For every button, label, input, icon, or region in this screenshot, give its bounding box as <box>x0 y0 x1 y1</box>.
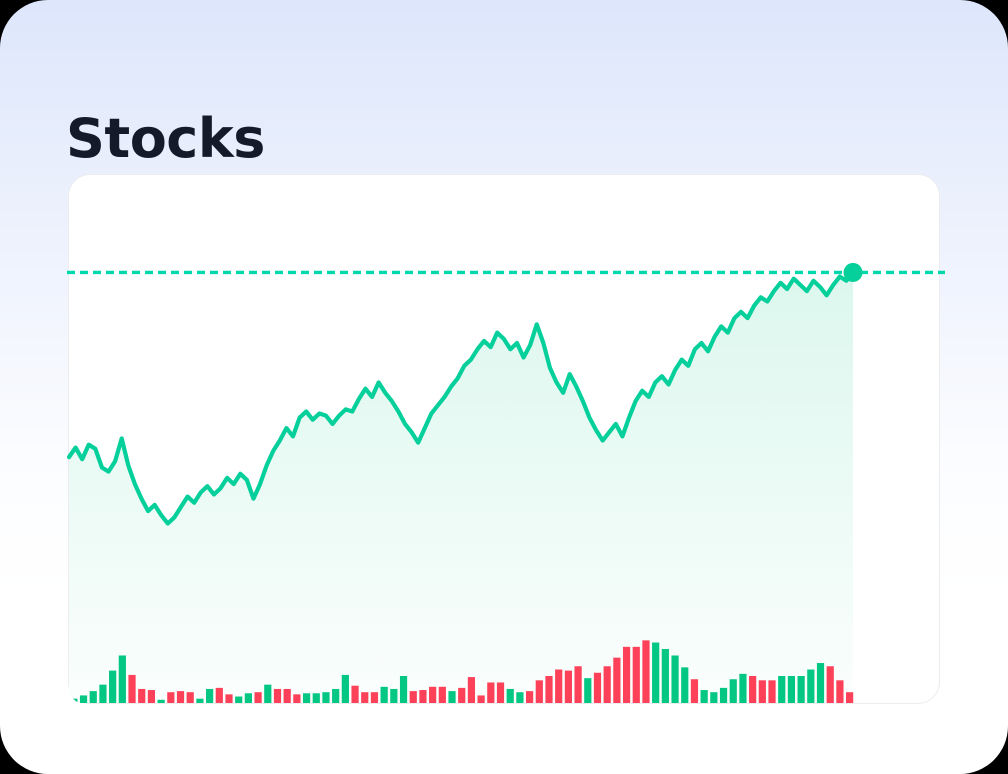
volume-bar <box>390 688 398 703</box>
volume-bar <box>128 674 136 703</box>
volume-bar <box>409 691 417 703</box>
chart-viewport[interactable] <box>67 175 945 705</box>
volume-bar <box>79 695 88 703</box>
last-point-marker[interactable] <box>843 262 863 282</box>
volume-bar <box>264 684 272 703</box>
volume-bar <box>302 693 311 703</box>
volume-bar <box>603 666 611 703</box>
volume-bar <box>729 679 737 703</box>
volume-bar <box>564 670 572 703</box>
volume-bar <box>496 682 505 703</box>
volume-bar <box>167 692 175 703</box>
volume-bar <box>506 688 514 703</box>
price-line <box>67 270 856 526</box>
volume-bar <box>399 676 408 703</box>
volume-bar <box>448 691 456 703</box>
volume-bar <box>312 693 320 703</box>
volume-bar <box>574 666 582 703</box>
volume-bar <box>768 680 776 703</box>
volume-bar <box>138 688 146 703</box>
volume-bar <box>147 690 156 703</box>
volume-bar <box>797 676 805 703</box>
volume-bar <box>370 692 379 703</box>
stock-chart[interactable] <box>67 175 947 709</box>
volume-bar <box>235 696 243 703</box>
volume-bar <box>719 687 728 703</box>
volume-bar <box>196 698 204 703</box>
volume-bar <box>215 687 223 703</box>
volume-bar <box>206 688 214 703</box>
volume-bar <box>351 685 359 703</box>
volume-bar <box>816 663 825 703</box>
volume-bar <box>487 682 495 703</box>
volume-bar <box>109 670 117 703</box>
volume-bar <box>70 698 78 703</box>
volume-bar <box>555 669 563 703</box>
volume-bar <box>458 687 466 703</box>
volume-bar <box>535 680 543 703</box>
volume-bar <box>380 686 388 703</box>
volume-bar <box>652 642 660 703</box>
volume-bar <box>429 686 437 703</box>
volume-bar <box>710 692 718 703</box>
volume-bar <box>361 692 369 703</box>
volume-bar <box>739 673 747 703</box>
volume-bar <box>89 691 97 703</box>
volume-bar <box>593 672 602 703</box>
page-title: Stocks <box>66 107 265 171</box>
volume-bar <box>341 674 349 703</box>
volume-bar <box>225 694 233 703</box>
volume-bar <box>807 669 815 703</box>
volume-bar <box>332 688 340 703</box>
volume-bar <box>176 691 185 703</box>
volume-bar <box>157 699 165 703</box>
volume-bar <box>283 688 291 703</box>
volume-bar <box>584 678 592 703</box>
volume-bar <box>700 690 708 703</box>
volume-bar <box>526 691 534 703</box>
volume-bar <box>846 692 854 703</box>
volume-bar <box>642 640 650 703</box>
volume-bar <box>758 680 766 703</box>
volume-bar <box>322 692 330 703</box>
stock-chart-card <box>67 174 945 705</box>
volume-bar <box>477 695 485 703</box>
volume-bar <box>293 694 301 703</box>
volume-bar <box>632 646 640 703</box>
volume-bar <box>186 692 194 703</box>
volume-bar <box>690 679 699 703</box>
volume-bar <box>467 677 476 703</box>
volume-bar <box>622 646 631 703</box>
price-area-fill <box>69 272 853 703</box>
volume-bar <box>516 692 524 703</box>
volume-bar <box>99 684 107 703</box>
volume-bar <box>749 676 757 703</box>
volume-bar <box>545 676 553 703</box>
volume-bar <box>836 680 844 703</box>
volume-bar <box>118 655 126 703</box>
volume-bar <box>273 688 282 703</box>
volume-bar <box>254 692 262 703</box>
volume-bar <box>787 676 796 703</box>
volume-bar <box>778 676 786 703</box>
volume-bar <box>419 690 427 703</box>
volume-bar <box>826 666 834 703</box>
volume-bar <box>681 667 689 703</box>
volume-bar <box>244 693 252 703</box>
volume-bar <box>661 649 669 703</box>
volume-bar <box>671 655 679 703</box>
volume-bar <box>613 657 621 703</box>
volume-bar <box>438 686 446 703</box>
volume-bars <box>70 640 854 703</box>
